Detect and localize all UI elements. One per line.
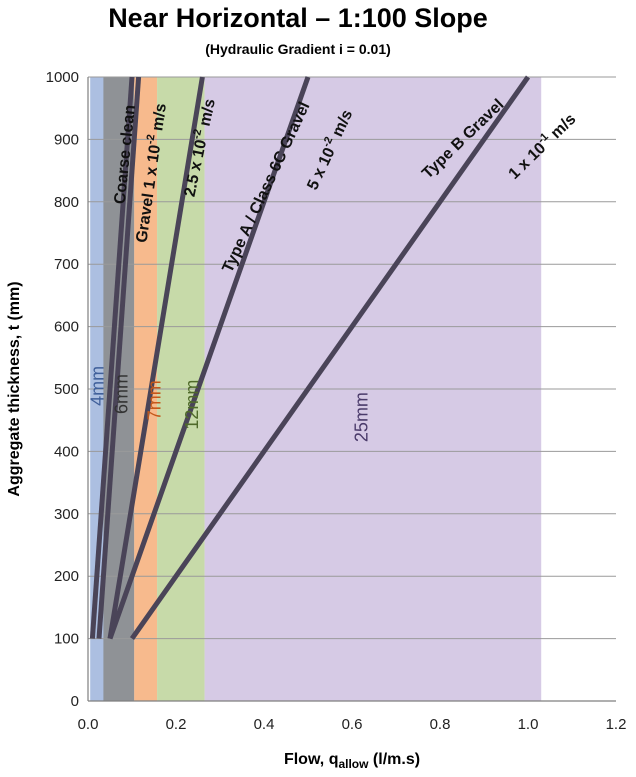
y-tick-label-700: 700 [54,256,79,273]
y-tick-label-900: 900 [54,131,79,148]
x-tick-label-0.4: 0.4 [254,716,275,733]
series-layer [89,75,531,641]
y-tick-label-400: 400 [54,443,79,460]
ticks-layer: 0 100 200 300 400 500 600 700 800 900 1000 0.0 0.2 0.… [46,69,627,733]
x-tick-label-0.6: 0.6 [342,716,363,733]
band-label-7mm: 7mm [145,380,165,420]
x-axis-label-main: Flow, q [284,751,339,768]
series-line-2 [96,76,142,639]
y-tick-label-200: 200 [54,568,79,585]
chart-title: Near Horizontal – 1:100 Slope [108,3,488,33]
x-axis-label: Flow, qallow (l/m.s) [284,751,420,771]
band-label-25mm: 25mm [351,392,371,442]
y-tick-label-1000: 1000 [46,69,79,86]
band-label-12mm: 12mm [182,380,202,430]
y-tick-label-0: 0 [71,693,79,710]
x-tick-label-1.0: 1.0 [518,716,539,733]
x-tick-label-0.0: 0.0 [78,716,99,733]
y-tick-label-300: 300 [54,506,79,523]
x-axis-label-sub: allow [338,757,369,771]
band-label-4mm: 4mm [87,366,107,406]
x-axis-label-unit: (l/m.s) [368,751,420,768]
y-axis-label: Aggregate thickness, t (mm) [6,281,23,496]
x-tick-label-1.2: 1.2 [606,716,627,733]
x-tick-label-0.8: 0.8 [430,716,451,733]
y-tick-label-100: 100 [54,631,79,648]
axes-layer [87,77,616,702]
series-line-5 [129,75,531,641]
y-tick-label-500: 500 [54,381,79,398]
y-tick-label-600: 600 [54,319,79,336]
series-line-1 [89,76,135,639]
band-label-6mm: 6mm [112,374,132,414]
y-tick-label-800: 800 [54,194,79,211]
series-line-3 [107,76,205,640]
series-line-4 [107,76,311,640]
x-tick-label-0.2: 0.2 [166,716,187,733]
chart-subtitle: (Hydraulic Gradient i = 0.01) [205,41,391,57]
grid-layer [88,76,616,640]
